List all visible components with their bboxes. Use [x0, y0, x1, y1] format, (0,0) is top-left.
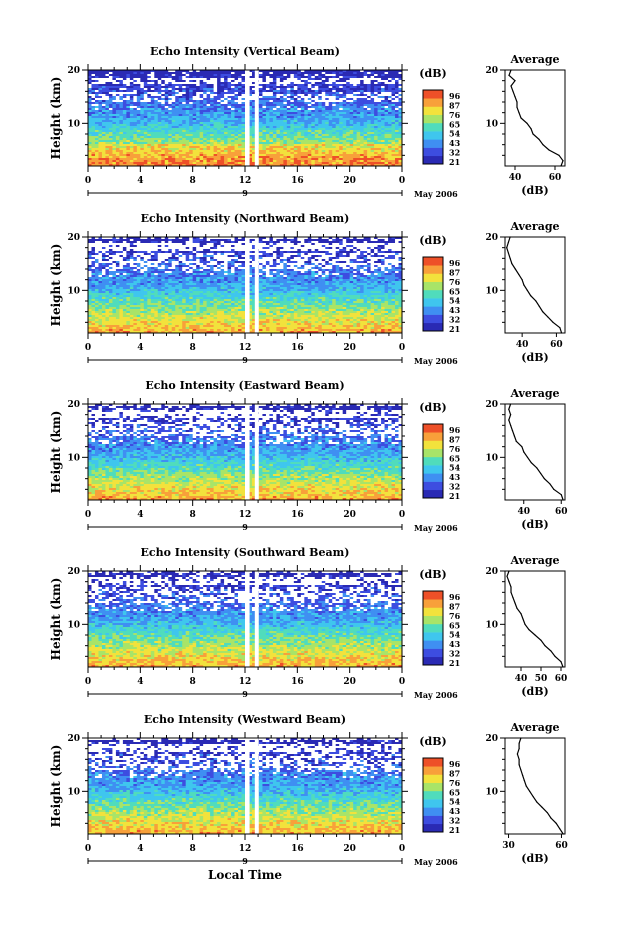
colorbar-swatch — [423, 139, 443, 148]
profile-point — [530, 128, 531, 129]
profile-point — [510, 85, 511, 86]
profile-point — [514, 80, 515, 81]
data-gap — [255, 70, 259, 166]
colorbar-swatch — [423, 98, 443, 107]
profile-point — [510, 69, 511, 70]
colorbar-tick-label: 21 — [449, 157, 460, 167]
colorbar-swatch — [423, 90, 443, 99]
profile-point — [538, 139, 539, 140]
x-tick-label: 0 — [399, 176, 405, 186]
colorbar-swatch — [423, 123, 443, 132]
profile-y-tick-label: 20 — [485, 66, 498, 76]
panel-1: Echo Intensity (Vertical Beam) Height (km… — [49, 45, 565, 199]
colorbar-swatch — [423, 115, 443, 124]
profile-point — [532, 133, 533, 134]
x-tick-label: 8 — [190, 176, 196, 186]
panel-2: Echo Intensity (Northward Beam) Height (k… — [49, 212, 565, 366]
profile-frame — [505, 70, 565, 166]
colorbar-swatch — [423, 148, 443, 157]
profile-point — [512, 91, 513, 92]
date-label: May 2006 — [414, 189, 458, 199]
panel-title: Echo Intensity (Northward Beam) — [141, 212, 350, 225]
panel-title: Echo Intensity (Vertical Beam) — [150, 45, 340, 58]
profile-point — [558, 155, 559, 156]
profile-x-tick-label: 60 — [549, 173, 562, 183]
heatmap — [88, 70, 402, 166]
profile-point — [516, 101, 517, 102]
data-gap — [245, 70, 250, 166]
colorbar-swatch — [423, 131, 443, 140]
profile-x-tick-label: 40 — [509, 173, 522, 183]
profile-point — [526, 123, 527, 124]
profile-point — [562, 160, 563, 161]
heatmap — [88, 237, 402, 333]
day-label: 9 — [242, 188, 248, 198]
profile-point — [516, 107, 517, 108]
x-tick-label: 16 — [291, 176, 304, 186]
profile-title: Average — [509, 53, 559, 66]
profile-point — [542, 144, 543, 145]
profile-point — [508, 75, 509, 76]
profile-point — [548, 149, 549, 150]
profile-y-tick-label: 10 — [485, 119, 498, 129]
colorbar-label: (dB) — [419, 67, 446, 80]
x-tick-label: 12 — [239, 176, 252, 186]
colorbar-swatch — [423, 106, 443, 115]
colorbar-swatch — [423, 156, 443, 165]
profile-point — [520, 117, 521, 118]
x-tick-label: 20 — [343, 176, 356, 186]
y-axis-label: Height (km) — [49, 77, 63, 160]
x-tick-label: 0 — [85, 176, 91, 186]
profile-line — [509, 70, 563, 166]
y-axis-label: Height (km) — [49, 244, 63, 327]
profile-x-label: (dB) — [521, 184, 548, 197]
x-tick-label: 4 — [137, 176, 143, 186]
profile-point — [560, 165, 561, 166]
profile-point — [518, 112, 519, 113]
y-tick-label: 20 — [67, 66, 80, 76]
profile-point — [514, 96, 515, 97]
y-tick-label: 10 — [67, 119, 80, 129]
